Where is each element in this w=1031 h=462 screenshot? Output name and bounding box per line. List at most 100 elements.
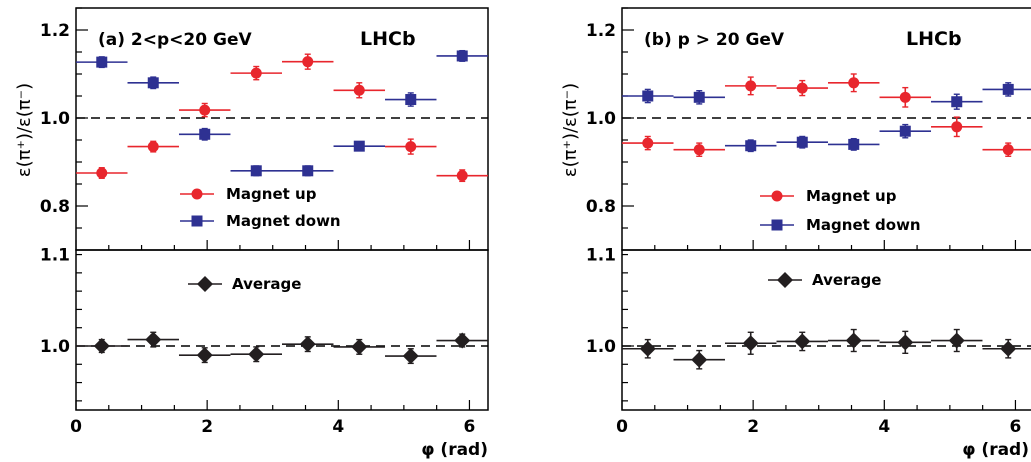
magnet-down-point <box>1002 83 1014 95</box>
magnet-up-point <box>951 121 963 133</box>
magnet-down-point <box>199 128 211 140</box>
legend-marker <box>771 219 783 231</box>
x-tick-label: 4 <box>332 417 344 437</box>
legend-label: Average <box>232 275 301 293</box>
y-tick-label: 1.2 <box>586 21 616 41</box>
average-point <box>402 348 419 365</box>
average-point <box>639 340 656 357</box>
y-tick-label: 0.8 <box>40 197 70 217</box>
magnet-down-point <box>642 90 654 102</box>
lhcb-label: LHCb <box>360 28 416 50</box>
magnet-up-point <box>353 84 365 96</box>
y-tick-label: 1.1 <box>586 246 616 266</box>
legend-marker <box>191 188 203 200</box>
legend-marker <box>771 190 783 202</box>
y-tick-label: 0.8 <box>586 197 616 217</box>
lower-frame <box>621 249 1031 411</box>
magnet-down-point <box>745 140 757 152</box>
magnet-up-point <box>848 77 860 89</box>
magnet-down-point <box>302 165 314 177</box>
tick-labels: 0 2 4 6 0.8 1.0 1.2 1.0 1.1 <box>40 21 475 437</box>
magnet-up-point <box>302 56 314 68</box>
average-point <box>351 338 368 355</box>
y-axis-title: ε(π⁺)/ε(π⁻) <box>14 83 35 177</box>
legend-label: Magnet up <box>806 187 897 205</box>
legend-magnet-down: Magnet down <box>180 212 341 230</box>
magnet-down-point <box>899 125 911 137</box>
x-tick-label: 6 <box>464 417 476 437</box>
magnet-up-point <box>1002 144 1014 156</box>
panel-a: 0 2 4 60.81.01.21.01.1 (a) 2<p<20 GeV LHCb … <box>14 7 489 460</box>
x-tick-label: 2 <box>201 417 213 437</box>
lower-frame <box>75 249 489 411</box>
legend-marker <box>191 215 203 227</box>
y-tick-label: 1.0 <box>40 109 70 129</box>
magnet-down-point <box>96 56 108 68</box>
magnet-up-point <box>899 91 911 103</box>
legend-average: Average <box>188 275 301 293</box>
magnet-up-point <box>745 80 757 92</box>
magnet-up-point <box>456 170 468 182</box>
data-marks <box>622 73 1031 370</box>
magnet-down-point <box>693 91 705 103</box>
average-point <box>145 331 162 348</box>
lhcb-label: LHCb <box>906 28 962 50</box>
magnet-up-point <box>642 137 654 149</box>
magnet-up-point <box>405 141 417 153</box>
panel-label: (b) p > 20 GeV <box>644 30 785 50</box>
magnet-up-point <box>796 82 808 94</box>
magnet-down-point <box>848 138 860 150</box>
x-tick-label: 0 <box>616 417 628 437</box>
legend-label: Magnet up <box>226 185 317 203</box>
magnet-up-point <box>250 67 262 79</box>
average-point <box>794 333 811 350</box>
y-axis-title: ε(π⁺)/ε(π⁻) <box>560 83 581 177</box>
average-point <box>299 336 316 353</box>
y-tick-label: 1.0 <box>586 337 616 357</box>
x-axis-title: φ (rad) <box>421 440 488 460</box>
panel-label: (a) 2<p<20 GeV <box>98 30 252 50</box>
magnet-down-point <box>796 136 808 148</box>
y-tick-label: 1.1 <box>40 246 70 266</box>
y-tick-label: 1.0 <box>40 337 70 357</box>
data-marks <box>76 49 488 365</box>
magnet-up-point <box>147 141 159 153</box>
average-point <box>93 338 110 354</box>
average-point <box>897 334 914 351</box>
legend-magnet-up: Magnet up <box>180 185 317 203</box>
magnet-down-point <box>250 165 262 177</box>
average-point <box>845 332 862 349</box>
magnet-down-point <box>405 94 417 106</box>
y-tick-label: 1.2 <box>40 21 70 41</box>
average-point <box>196 347 213 364</box>
average-point <box>248 346 265 363</box>
average-point <box>948 332 965 349</box>
average-point <box>691 351 708 368</box>
reference-lines <box>622 117 1031 347</box>
legend-marker <box>777 272 793 288</box>
magnet-down-point <box>353 140 365 152</box>
legend-label: Average <box>812 271 881 289</box>
tick-marks <box>75 7 471 410</box>
panel-b: 0 2 4 60.81.01.21.01.1 (b) p > 20 GeV LHCb … <box>560 7 1031 460</box>
average-point <box>742 335 759 352</box>
tick-marks <box>621 7 1017 410</box>
average-point <box>454 332 471 349</box>
magnet-up-point <box>693 144 705 156</box>
x-axis-title: φ (rad) <box>962 440 1029 460</box>
legend-label: Magnet down <box>806 216 921 234</box>
legend-average: Average <box>768 271 881 289</box>
legend-label: Magnet down <box>226 212 341 230</box>
x-tick-label: 2 <box>747 417 759 437</box>
magnet-up-point <box>96 167 108 179</box>
legend-marker <box>197 276 213 292</box>
x-tick-label: 4 <box>878 417 890 437</box>
magnet-down-point <box>951 96 963 108</box>
average-point <box>1000 340 1017 357</box>
magnet-up-point <box>199 104 211 116</box>
legend-magnet-up: Magnet up <box>760 187 897 205</box>
y-tick-label: 1.0 <box>586 109 616 129</box>
reference-lines <box>76 117 488 347</box>
legend-magnet-down: Magnet down <box>760 216 921 234</box>
